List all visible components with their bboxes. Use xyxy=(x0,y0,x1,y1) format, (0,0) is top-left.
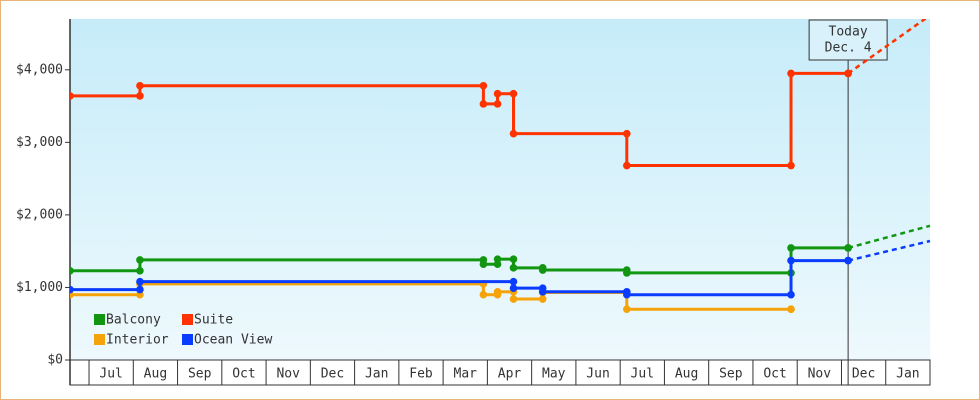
point xyxy=(787,256,795,265)
point xyxy=(787,290,795,299)
point xyxy=(136,266,144,275)
x-tick-label: May xyxy=(542,367,566,382)
point xyxy=(136,92,144,100)
forecast-line xyxy=(847,19,928,75)
today-box xyxy=(808,19,888,61)
x-tick-label: Nov xyxy=(276,367,300,382)
x-tick-label: Aug xyxy=(144,367,167,382)
point xyxy=(844,244,852,252)
x-tick-label: Sep xyxy=(188,367,212,382)
point xyxy=(493,89,502,98)
x-tick-label: Oct xyxy=(232,367,255,382)
point xyxy=(538,288,547,296)
point xyxy=(844,256,852,265)
legend-swatch xyxy=(182,334,193,345)
point xyxy=(136,277,144,286)
point xyxy=(509,284,518,292)
legend-swatch xyxy=(182,314,193,325)
point xyxy=(479,100,488,108)
x-tick-label: Sep xyxy=(719,367,743,382)
point xyxy=(509,255,518,263)
point xyxy=(479,260,488,269)
point xyxy=(844,69,852,78)
y-tick-label: $3,000 xyxy=(16,135,63,150)
y-tick-label: $2,000 xyxy=(16,207,63,222)
x-tick-label: Jun xyxy=(586,367,609,382)
legend-label: Balcony xyxy=(106,313,161,328)
today-label: Today xyxy=(829,25,868,40)
x-axis-band xyxy=(69,359,931,386)
point xyxy=(493,288,502,296)
point xyxy=(623,161,631,170)
point xyxy=(136,285,144,294)
point xyxy=(538,295,547,303)
point xyxy=(509,129,518,138)
today-label: Dec. 4 xyxy=(825,41,872,56)
point xyxy=(509,277,518,286)
legend-label: Interior xyxy=(106,333,169,348)
point xyxy=(70,92,74,100)
point xyxy=(787,161,795,170)
point xyxy=(509,89,518,98)
legend-label: Ocean View xyxy=(194,333,272,348)
point xyxy=(493,100,502,108)
x-tick-label: Aug xyxy=(675,367,698,382)
y-tick-label: $0 xyxy=(47,353,63,368)
series-layer xyxy=(70,19,931,314)
point xyxy=(479,290,488,299)
legend-label: Suite xyxy=(194,313,233,328)
x-tick-label: Feb xyxy=(409,367,433,382)
x-tick-label: Nov xyxy=(808,367,832,382)
point xyxy=(623,305,631,314)
point xyxy=(538,266,547,274)
x-tick-label: Jan xyxy=(365,367,388,382)
point xyxy=(70,266,74,275)
point xyxy=(509,264,518,272)
point xyxy=(493,255,502,263)
point xyxy=(787,305,795,314)
x-tick-label: Dec xyxy=(321,367,344,382)
point xyxy=(136,256,144,264)
legend-swatch xyxy=(94,314,105,325)
point xyxy=(509,295,518,303)
point xyxy=(787,69,795,78)
point xyxy=(136,81,144,90)
point xyxy=(70,285,74,294)
x-tick-label: Mar xyxy=(454,367,478,382)
x-tick-label: Jul xyxy=(631,367,654,382)
point xyxy=(623,129,631,138)
y-tick-label: $1,000 xyxy=(16,280,63,295)
x-tick-label: Jan xyxy=(896,367,919,382)
x-tick-label: Jul xyxy=(99,367,122,382)
x-tick-label: Apr xyxy=(498,367,522,382)
x-tick-label: Dec xyxy=(852,367,875,382)
point xyxy=(623,290,631,299)
point xyxy=(623,269,631,277)
y-tick-label: $4,000 xyxy=(16,62,63,77)
plot-area xyxy=(70,19,930,360)
x-tick-label: Oct xyxy=(763,367,786,382)
point xyxy=(479,81,488,90)
point xyxy=(787,244,795,252)
legend-swatch xyxy=(94,334,105,345)
